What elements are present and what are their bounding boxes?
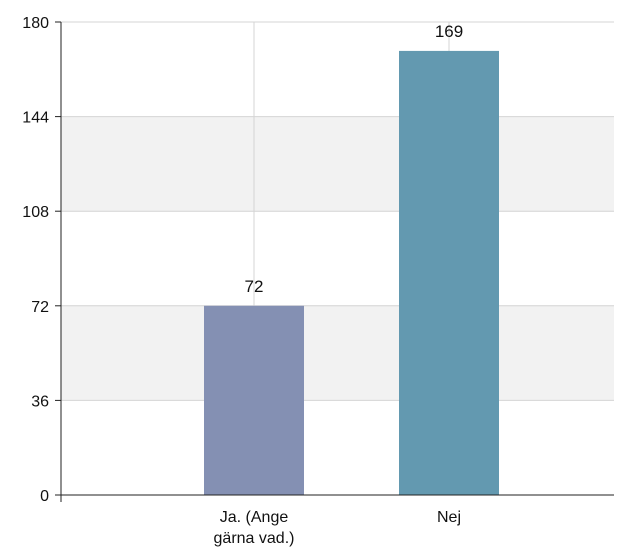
grid-band	[61, 116, 614, 212]
data-labels: 72 169	[245, 22, 464, 296]
grid-bands	[61, 116, 614, 401]
y-tick-label: 36	[31, 393, 49, 410]
y-tick-label: 72	[31, 299, 49, 316]
x-category-label: Ja. (Ange	[220, 509, 289, 526]
bars	[204, 50, 499, 496]
data-label-2: 169	[435, 22, 463, 41]
bar-1	[204, 305, 304, 495]
y-tick-label: 180	[22, 15, 49, 32]
x-axis-labels: Ja. (Ange gärna vad.) Nej	[214, 509, 461, 547]
grid-lines	[61, 21, 614, 495]
y-tick-label: 144	[22, 110, 49, 127]
y-axis-ticks: 0 36 72 108 144 180	[22, 15, 61, 505]
x-category-label: gärna vad.)	[214, 530, 295, 547]
x-category-label: Nej	[437, 509, 461, 526]
axes	[55, 22, 614, 502]
bar-2	[399, 50, 499, 496]
grid-band	[61, 305, 614, 401]
data-label-1: 72	[245, 277, 264, 296]
y-tick-label: 0	[40, 488, 49, 505]
y-tick-label: 108	[22, 204, 49, 221]
